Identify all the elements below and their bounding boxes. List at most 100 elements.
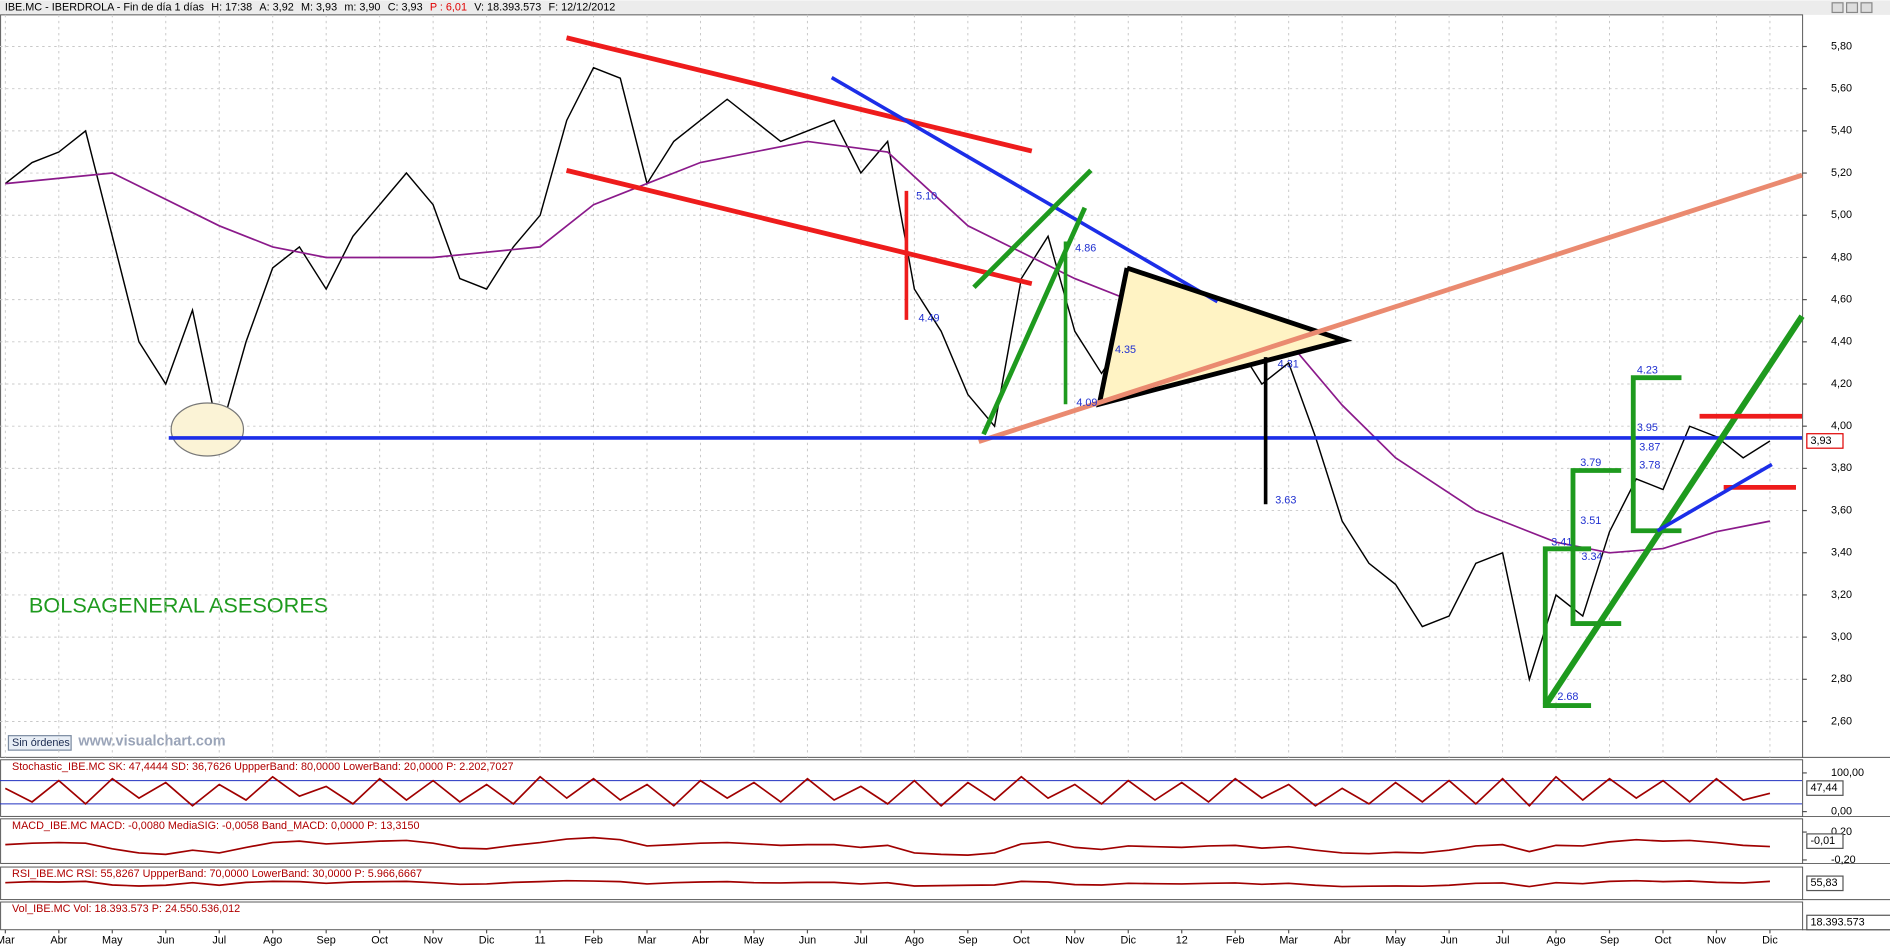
header-field: m: 3,90 [344,1,380,13]
last-value-label: 18.393.573 [1810,916,1864,928]
panel-frame [0,818,1804,864]
trend-line [1656,462,1773,533]
header-field: P : 6,01 [430,1,467,13]
y-tick-label: 4,20 [1831,378,1852,390]
last-value-box [1806,833,1844,849]
panel-title: RSI_IBE.MC RSI: 55,8267 UppperBand: 70,0… [12,868,422,880]
header-field: M: 3,93 [301,1,337,13]
y-tick-label: 4,60 [1831,293,1852,305]
status-box[interactable] [7,735,72,751]
header-field: C: 3,93 [388,1,423,13]
annotation: 3.95 [1637,422,1658,434]
x-tick-label: Jun [157,934,174,946]
maximize-button[interactable] [1846,2,1859,14]
x-tick-label: Jul [854,934,868,946]
last-value-box [1806,914,1890,931]
x-tick-label: Jul [212,934,226,946]
y-tick-label: 3,60 [1831,504,1852,516]
bracket [1570,468,1622,626]
y-tick-label: 3,80 [1831,462,1852,474]
trend-line [972,168,1093,289]
header-field: V: 18.393.573 [474,1,541,13]
panel-title: Stochastic_IBE.MC SK: 47,4444 SD: 36,762… [12,761,513,773]
panel-frame [0,14,1804,758]
x-tick-label: May [1385,934,1406,946]
y-tick-label: 100,00 [1831,767,1864,779]
header-field: F: 12/12/2012 [548,1,615,13]
y-tick-label: 4,00 [1831,420,1852,432]
x-tick-label: Mar [1279,934,1298,946]
x-tick-label: Mar [638,934,657,946]
last-value-box [1806,780,1844,796]
header-field: IBE.MC - IBERDROLA - Fin de día 1 días [5,1,205,13]
panel-frame [0,901,1804,931]
x-tick-label: Abr [50,934,67,946]
close-button[interactable] [1860,2,1873,14]
annotation: 3.34 [1581,551,1602,563]
x-tick-label: May [102,934,123,946]
x-tick-label: Jun [1440,934,1457,946]
bracket [1542,546,1592,708]
header-field: A: 3,92 [259,1,293,13]
header-bar [0,0,1890,15]
series-line [4,775,1771,808]
annotation: 4.23 [1637,364,1658,376]
y-tick-label: 5,60 [1831,83,1852,95]
y-tick-label: -0,20 [1831,854,1856,866]
y-tick-label: 3,20 [1831,589,1852,601]
triangle [1096,265,1353,408]
x-tick-label: 12 [1176,934,1188,946]
panel-title: MACD_IBE.MC MACD: -0,0080 MediaSIG: -0,0… [12,820,419,832]
x-tick-label: Feb [584,934,603,946]
x-tick-label: Nov [423,934,443,946]
series-line [5,879,1770,888]
x-tick-label: Oct [1655,934,1672,946]
y-tick-label: 4,80 [1831,251,1852,263]
x-tick-label: Nov [1707,934,1727,946]
x-tick-label: Jul [1496,934,1510,946]
x-tick-label: Dic [1762,934,1778,946]
window-buttons[interactable] [1831,2,1873,14]
last-value-label: -0,01 [1810,835,1835,847]
panel-frame [0,759,1804,817]
x-tick-label: Oct [371,934,388,946]
last-value-box [1806,875,1844,892]
y-tick-label: 3,40 [1831,547,1852,559]
x-tick-label: Sep [317,934,336,946]
channel-bottom [565,168,1033,286]
y-tick-label: 4,40 [1831,336,1852,348]
y-tick-label: 5,40 [1831,125,1852,137]
watermark: BOLSAGENERAL ASESORES [29,592,328,617]
header-text: IBE.MC - IBERDROLA - Fin de día 1 días H:… [5,1,615,13]
trend-line [830,75,1219,304]
y-tick-label: 5,80 [1831,40,1852,52]
x-tick-label: Nov [1065,934,1085,946]
y-tick-label: 5,20 [1831,167,1852,179]
annotation: 3.63 [1275,494,1296,506]
trend-line [978,172,1803,444]
x-tick-label: Dic [1120,934,1136,946]
annotation: 5.10 [916,191,937,203]
minimize-button[interactable] [1831,2,1844,14]
annotation: 3.78 [1639,460,1660,472]
x-tick-label: Ago [905,934,924,946]
header-field: H: 17:38 [211,1,252,13]
x-tick-label: Ago [263,934,282,946]
last-value-label: 47,44 [1810,782,1837,794]
support-circle [170,402,245,457]
channel-top [565,35,1033,154]
x-tick-label: Oct [1013,934,1030,946]
annotation: 4.86 [1075,243,1096,255]
y-tick-label: 3,00 [1831,631,1852,643]
trend-line [981,206,1088,436]
status[interactable]: Sin órdenes [12,737,70,749]
x-tick-label: May [744,934,765,946]
annotation: 2.68 [1557,691,1578,703]
triangle-fill [1099,267,1344,405]
annotation: 3.41 [1551,537,1572,549]
annotation: 3.79 [1580,457,1601,469]
x-tick-label: Sep [1600,934,1619,946]
y-tick-label: 0,00 [1831,805,1852,817]
